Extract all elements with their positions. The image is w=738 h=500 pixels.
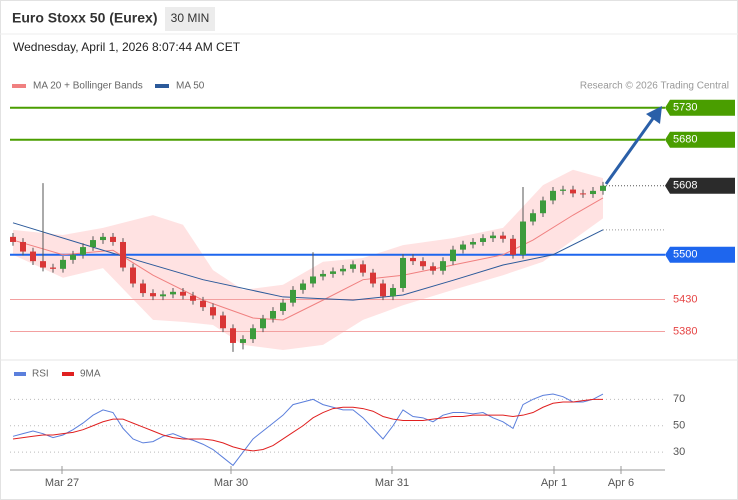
candle-body	[410, 257, 416, 262]
candle-body	[50, 267, 56, 269]
legend-label: MA 20 + Bollinger Bands	[33, 81, 143, 92]
level-box	[665, 99, 735, 116]
arrow-shaft	[604, 116, 656, 185]
candle-body	[260, 318, 266, 329]
timestamp: Wednesday, April 1, 2026 8:07:44 AM CET	[13, 40, 241, 54]
arrow-head	[646, 106, 662, 124]
candle-body	[230, 328, 236, 343]
candle-body	[540, 200, 546, 214]
legend-label: RSI	[32, 369, 49, 380]
candle-body	[320, 273, 326, 277]
candle-body	[360, 264, 366, 273]
candle-body	[70, 254, 76, 260]
legend-label: 9MA	[80, 369, 101, 380]
candle-body	[280, 302, 286, 311]
candle-body	[340, 268, 346, 272]
candle-body	[210, 307, 216, 316]
rsi-line	[12, 398, 603, 452]
rsi-line	[12, 393, 604, 467]
x-tick-label: Mar 31	[375, 477, 409, 489]
y-tick-label: 50	[673, 420, 685, 432]
candle-body	[460, 244, 466, 250]
ma-line	[12, 222, 604, 301]
candle-body	[530, 213, 536, 222]
candle-body	[310, 276, 316, 284]
candle-body	[420, 261, 426, 267]
x-tick-label: Apr 1	[541, 477, 567, 489]
candle-body	[380, 283, 386, 297]
level-label: 5608	[673, 180, 697, 192]
candle-body	[180, 291, 186, 296]
level-box	[665, 177, 735, 194]
candle-body	[330, 271, 336, 274]
candle-body	[120, 241, 126, 268]
x-tick-label: Mar 27	[45, 477, 79, 489]
x-tick-label: Mar 30	[214, 477, 248, 489]
forecast-arrow	[604, 106, 662, 185]
candle-body	[10, 236, 16, 242]
level-label: 5380	[673, 325, 697, 337]
candle-body	[600, 185, 606, 191]
y-tick-label: 70	[673, 393, 685, 405]
candle-body	[550, 190, 556, 201]
candle-body	[300, 283, 306, 290]
candle-body	[190, 295, 196, 301]
candle-body	[40, 261, 46, 268]
candle-body	[90, 240, 96, 248]
candle-body	[580, 193, 586, 195]
level-box	[665, 131, 735, 148]
level-label: 5500	[673, 249, 697, 261]
candle-body	[200, 300, 206, 308]
candle-body	[150, 293, 156, 297]
candle-body	[390, 287, 396, 297]
interval[interactable]: 30 MIN	[171, 11, 210, 25]
candle-body	[440, 261, 446, 271]
candle-body	[250, 328, 256, 340]
candle-body	[220, 315, 226, 329]
candle-body	[130, 267, 136, 284]
level-label: 5680	[673, 134, 697, 146]
candle-body	[520, 221, 526, 255]
instrument-title: Euro Stoxx 50 (Eurex)	[12, 10, 158, 26]
interval-box[interactable]	[165, 7, 215, 31]
candle-body	[20, 241, 26, 252]
candle-body	[170, 291, 176, 295]
candle-body	[80, 247, 86, 255]
bollinger-band	[13, 169, 603, 350]
candle-body	[370, 272, 376, 284]
candle-body	[110, 236, 116, 242]
candle-body	[560, 189, 566, 191]
candle-body	[160, 294, 166, 297]
candle-body	[30, 251, 36, 262]
candle-body	[350, 264, 356, 269]
candle-body	[430, 266, 436, 271]
candle-body	[450, 249, 456, 262]
candle-body	[490, 235, 496, 239]
candle-body	[240, 339, 246, 343]
candle-body	[570, 189, 576, 194]
candle-body	[60, 259, 66, 269]
candle-body	[400, 257, 406, 288]
x-tick-label: Apr 6	[608, 477, 634, 489]
candle-body	[270, 310, 276, 319]
candle-body	[500, 235, 506, 239]
y-tick-label: 30	[673, 446, 685, 458]
candle-body	[480, 238, 486, 242]
candle-body	[100, 236, 106, 241]
level-label: 5730	[673, 102, 697, 114]
candle-body	[290, 289, 296, 303]
candle-body	[140, 283, 146, 294]
candle-body	[470, 241, 476, 245]
level-label: 5430	[673, 293, 697, 305]
candle-body	[510, 238, 516, 255]
level-box	[665, 246, 735, 263]
legend-label: MA 50	[176, 81, 205, 92]
credit: Research © 2026 Trading Central	[580, 81, 729, 92]
candle-body	[590, 190, 596, 195]
